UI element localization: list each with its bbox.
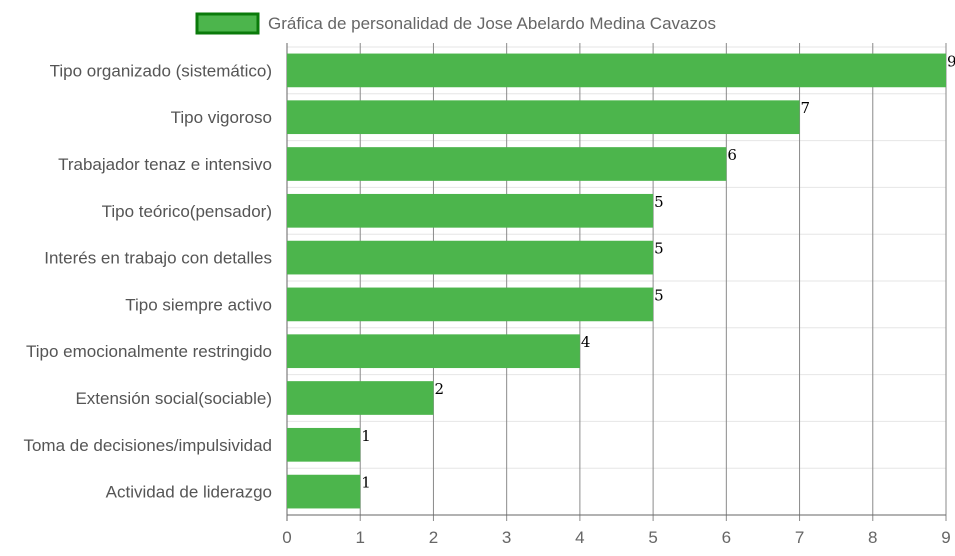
x-tick-label: 8: [868, 528, 877, 547]
bar-value-label: 7: [801, 99, 811, 117]
bar[interactable]: [287, 53, 946, 88]
bar-value-label: 4: [581, 333, 591, 351]
y-category-label: Tipo organizado (sistemático): [50, 61, 272, 80]
bar[interactable]: [287, 193, 654, 228]
bar[interactable]: [287, 334, 580, 369]
x-tick-label: 6: [722, 528, 731, 547]
x-tick-label: 2: [429, 528, 438, 547]
bar-value-label: 6: [727, 146, 737, 164]
y-category-label: Tipo siempre activo: [125, 295, 272, 314]
bar[interactable]: [287, 287, 654, 322]
x-tick-label: 1: [355, 528, 364, 547]
bar[interactable]: [287, 100, 800, 135]
bar-value-label: 1: [361, 427, 371, 445]
bars: [287, 53, 946, 509]
y-category-label: Trabajador tenaz e intensivo: [58, 155, 272, 174]
y-category-label: Tipo emocionalmente restringido: [26, 342, 272, 361]
y-category-label: Extensión social(sociable): [75, 389, 272, 408]
y-category-label: Actividad de liderazgo: [106, 483, 272, 502]
bar[interactable]: [287, 474, 361, 509]
bar-value-label: 5: [654, 286, 664, 304]
bar[interactable]: [287, 381, 434, 415]
x-tick-label: 0: [282, 528, 291, 547]
bar[interactable]: [287, 147, 727, 181]
y-category-label: Toma de decisiones/impulsividad: [23, 436, 272, 455]
x-tick-label: 9: [941, 528, 950, 547]
x-tick-label: 3: [502, 528, 511, 547]
legend[interactable]: Gráfica de personalidad de Jose Abelardo…: [195, 12, 716, 35]
y-category-label: Tipo vigoroso: [171, 108, 272, 127]
x-tick-label: 4: [575, 528, 584, 547]
axes: 0 1 2 3 4 5 6 7 8 9 Tipo organizado (sistemático) 9…: [23, 52, 955, 547]
bar-value-label: 9: [947, 52, 955, 70]
bar-value-label: 5: [654, 240, 664, 258]
x-tick-label: 5: [648, 528, 657, 547]
bar[interactable]: [287, 240, 654, 275]
bar[interactable]: [287, 427, 361, 462]
bar-value-label: 2: [434, 380, 444, 398]
legend-swatch: [195, 12, 260, 35]
legend-label: Gráfica de personalidad de Jose Abelardo…: [268, 14, 716, 33]
y-category-label: Tipo teórico(pensador): [102, 202, 272, 221]
bar-value-label: 1: [361, 474, 371, 492]
y-category-label: Interés en trabajo con detalles: [44, 249, 272, 268]
x-tick-label: 7: [795, 528, 804, 547]
bar-value-label: 5: [654, 193, 664, 211]
